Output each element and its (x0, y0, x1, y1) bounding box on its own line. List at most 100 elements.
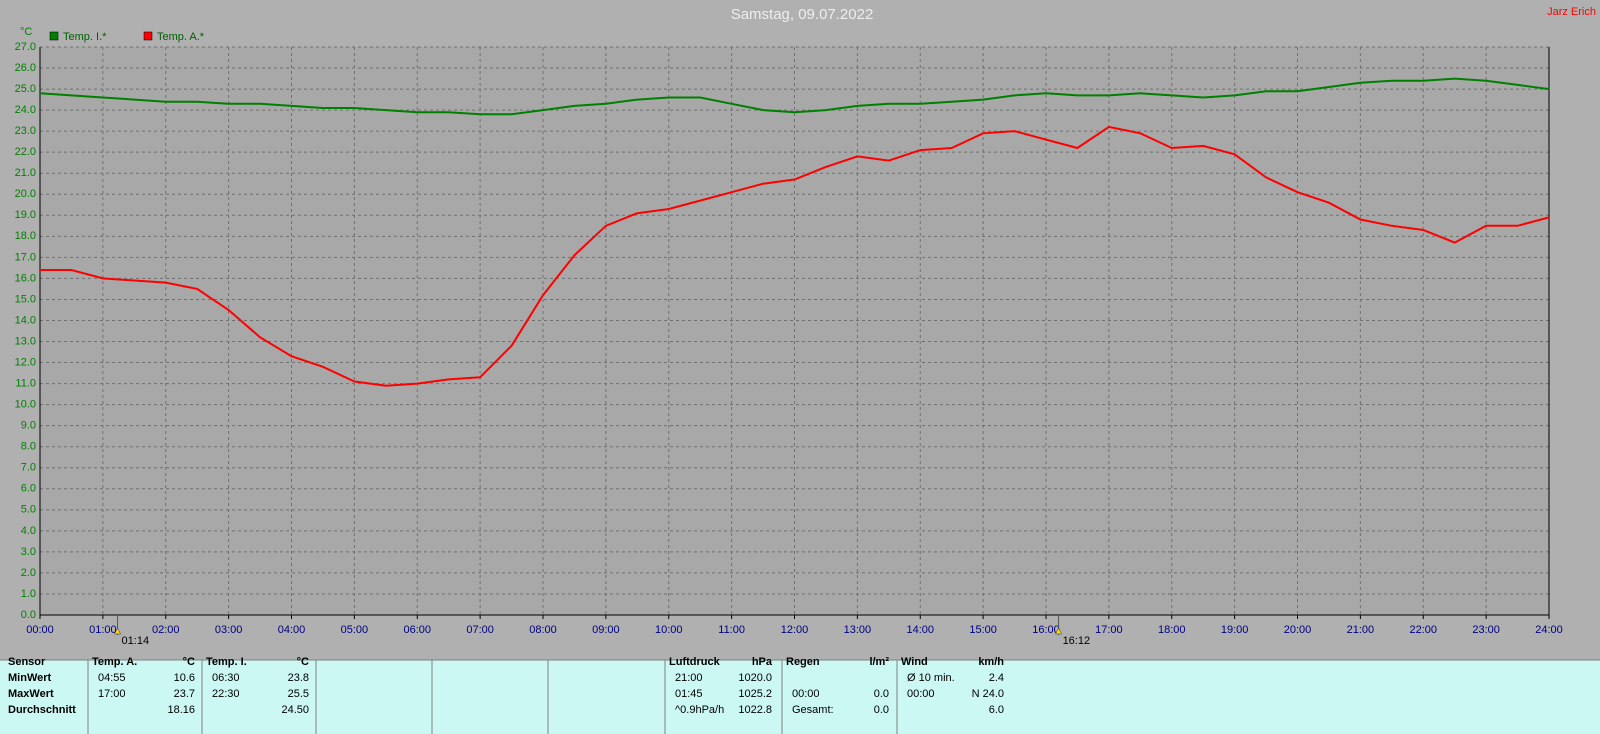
x-tick-label: 13:00 (844, 624, 872, 636)
x-tick-label: 17:00 (1095, 624, 1123, 636)
annotation-label: 01:14 (122, 635, 150, 647)
legend-label: Temp. A.* (157, 31, 205, 43)
annotation-icon (1055, 627, 1062, 635)
y-tick-label: 18.0 (15, 230, 36, 242)
y-tick-label: 2.0 (21, 567, 36, 579)
cell-value: 0.0 (874, 688, 889, 700)
cell-label: 21:00 (675, 672, 703, 684)
annotation-label: 16:12 (1063, 635, 1091, 647)
cell-value: 0.0 (874, 704, 889, 716)
y-unit: °C (20, 26, 32, 38)
row-label: MaxWert (8, 688, 54, 700)
cell-value: 23.8 (288, 672, 309, 684)
y-tick-label: 27.0 (15, 41, 36, 53)
x-tick-label: 12:00 (781, 624, 809, 636)
x-tick-label: 07:00 (466, 624, 494, 636)
chart-title: Samstag, 09.07.2022 (731, 6, 874, 23)
stats-panel (0, 660, 1600, 734)
y-tick-label: 6.0 (21, 483, 36, 495)
x-tick-label: 21:00 (1347, 624, 1375, 636)
cell-value: 24.50 (281, 704, 309, 716)
cell-value: 25.5 (288, 688, 309, 700)
x-tick-label: 03:00 (215, 624, 243, 636)
cell-label: Gesamt: (792, 704, 834, 716)
y-tick-label: 13.0 (15, 335, 36, 347)
column-title: Wind (901, 656, 928, 668)
x-tick-label: 02:00 (152, 624, 180, 636)
cell-value: 18.16 (167, 704, 195, 716)
y-tick-label: 21.0 (15, 167, 36, 179)
cell-label: 00:00 (792, 688, 820, 700)
column-unit: km/h (978, 656, 1004, 668)
column-unit: °C (183, 656, 195, 668)
x-tick-label: 08:00 (529, 624, 557, 636)
y-tick-label: 19.0 (15, 209, 36, 221)
column-title: Temp. I. (206, 656, 247, 668)
x-tick-label: 22:00 (1409, 624, 1437, 636)
column-unit: l/m² (869, 656, 889, 668)
x-tick-label: 06:00 (403, 624, 431, 636)
x-tick-label: 01:00 (89, 624, 117, 636)
y-tick-label: 22.0 (15, 146, 36, 158)
y-tick-label: 5.0 (21, 504, 36, 516)
y-tick-label: 10.0 (15, 399, 36, 411)
cell-value: 10.6 (174, 672, 195, 684)
legend-swatch (143, 31, 153, 41)
cell-label: 17:00 (98, 688, 126, 700)
x-tick-label: 24:00 (1535, 624, 1563, 636)
cell-value: 1022.8 (738, 704, 772, 716)
cell-value: 2.4 (989, 672, 1004, 684)
cell-label: ^0.9hPa/h (675, 704, 724, 716)
annotation-icon (114, 627, 121, 635)
y-tick-label: 23.0 (15, 125, 36, 137)
y-tick-label: 3.0 (21, 546, 36, 558)
cell-label: 22:30 (212, 688, 240, 700)
x-tick-label: 11:00 (718, 624, 745, 636)
cell-label: Ø 10 min. (907, 672, 955, 684)
y-tick-label: 1.0 (21, 588, 36, 600)
x-tick-label: 00:00 (26, 624, 54, 636)
y-tick-label: 15.0 (15, 293, 36, 305)
x-tick-label: 16:00 (1032, 624, 1060, 636)
y-tick-label: 11.0 (15, 377, 36, 389)
legend-swatch (49, 31, 59, 41)
y-tick-label: 7.0 (21, 462, 36, 474)
y-tick-label: 26.0 (15, 62, 36, 74)
column-title: Temp. A. (92, 656, 137, 668)
x-tick-label: 23:00 (1472, 624, 1500, 636)
row-label: MinWert (8, 672, 52, 684)
x-tick-label: 04:00 (278, 624, 306, 636)
y-tick-label: 14.0 (15, 314, 36, 326)
x-tick-label: 20:00 (1284, 624, 1312, 636)
y-tick-label: 20.0 (15, 188, 36, 200)
column-title: Regen (786, 656, 820, 668)
cell-label: 04:55 (98, 672, 126, 684)
cell-value: 6.0 (989, 704, 1004, 716)
x-tick-label: 14:00 (906, 624, 934, 636)
x-tick-label: 18:00 (1158, 624, 1186, 636)
y-tick-label: 4.0 (21, 525, 36, 537)
y-tick-label: 25.0 (15, 83, 36, 95)
table-header: Sensor (8, 656, 46, 668)
y-tick-label: 16.0 (15, 272, 36, 284)
cell-value: 1020.0 (738, 672, 772, 684)
column-unit: hPa (752, 656, 773, 668)
series-line (40, 125, 1550, 387)
y-tick-label: 24.0 (15, 104, 36, 116)
column-title: Luftdruck (669, 656, 721, 668)
legend-label: Temp. I.* (63, 31, 107, 43)
cell-value: 1025.2 (738, 688, 772, 700)
x-tick-label: 05:00 (341, 624, 369, 636)
cell-label: 06:30 (212, 672, 240, 684)
x-tick-label: 09:00 (592, 624, 620, 636)
y-tick-label: 12.0 (15, 356, 36, 368)
x-tick-label: 19:00 (1221, 624, 1249, 636)
cell-label: 00:00 (907, 688, 935, 700)
y-tick-label: 0.0 (21, 609, 36, 621)
series-line (39, 77, 1550, 116)
y-tick-label: 17.0 (15, 251, 36, 263)
y-tick-label: 8.0 (21, 441, 36, 453)
cell-label: 01:45 (675, 688, 703, 700)
column-unit: °C (297, 656, 309, 668)
